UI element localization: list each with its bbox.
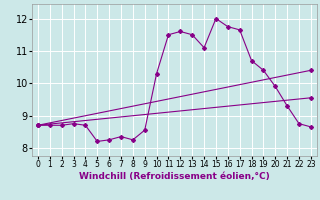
X-axis label: Windchill (Refroidissement éolien,°C): Windchill (Refroidissement éolien,°C) xyxy=(79,172,270,181)
